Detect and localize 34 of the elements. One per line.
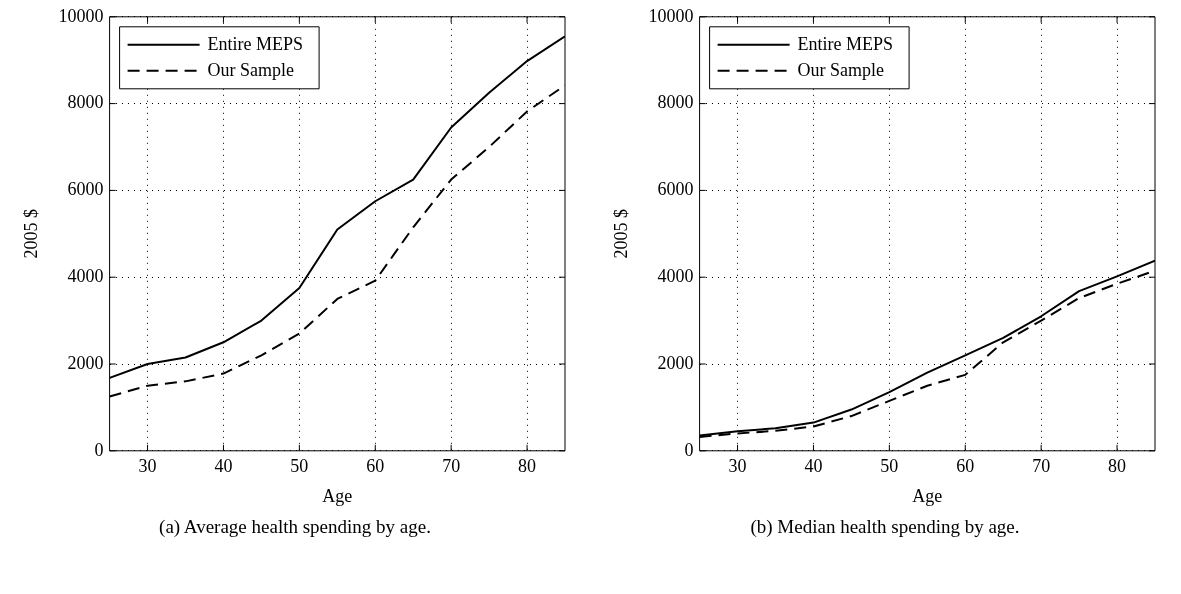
x-tick-label: 50 bbox=[880, 456, 899, 477]
text: (b) Median health spending by age. bbox=[750, 516, 1020, 538]
x-tick-label: 40 bbox=[214, 456, 233, 477]
text: (a) Average health spending by age. bbox=[159, 516, 431, 538]
legend-label: Our Sample bbox=[207, 59, 295, 80]
y-tick-label: 4000 bbox=[67, 265, 104, 286]
legend-label: Entire MEPS bbox=[797, 33, 894, 54]
y-tick-label: 6000 bbox=[657, 179, 694, 200]
x-tick-label: 50 bbox=[290, 456, 309, 477]
y-tick-label: 10000 bbox=[58, 5, 104, 26]
y-tick-label: 0 bbox=[94, 439, 104, 460]
x-tick-label: 60 bbox=[956, 456, 975, 477]
y-tick-label: 6000 bbox=[67, 179, 104, 200]
y-tick-label: 0 bbox=[684, 439, 694, 460]
y-axis-title: 2005 $ bbox=[20, 209, 41, 259]
y-tick-label: 4000 bbox=[657, 265, 694, 286]
x-tick-label: 40 bbox=[804, 456, 823, 477]
y-tick-label: 8000 bbox=[657, 92, 694, 113]
x-tick-label: 80 bbox=[1108, 456, 1127, 477]
x-axis-title: Age bbox=[322, 485, 353, 506]
x-tick-label: 70 bbox=[442, 456, 461, 477]
y-axis-title: 2005 $ bbox=[610, 209, 631, 259]
legend-label: Entire MEPS bbox=[207, 33, 304, 54]
y-tick-label: 8000 bbox=[67, 92, 104, 113]
x-axis-title: Age bbox=[912, 485, 943, 506]
x-tick-label: 80 bbox=[518, 456, 537, 477]
y-tick-label: 10000 bbox=[648, 5, 694, 26]
x-tick-label: 60 bbox=[366, 456, 385, 477]
y-tick-label: 2000 bbox=[67, 352, 104, 373]
y-tick-label: 2000 bbox=[657, 352, 694, 373]
legend-label: Our Sample bbox=[797, 59, 885, 80]
x-tick-label: 30 bbox=[728, 456, 747, 477]
x-tick-label: 70 bbox=[1032, 456, 1051, 477]
x-tick-label: 30 bbox=[138, 456, 157, 477]
